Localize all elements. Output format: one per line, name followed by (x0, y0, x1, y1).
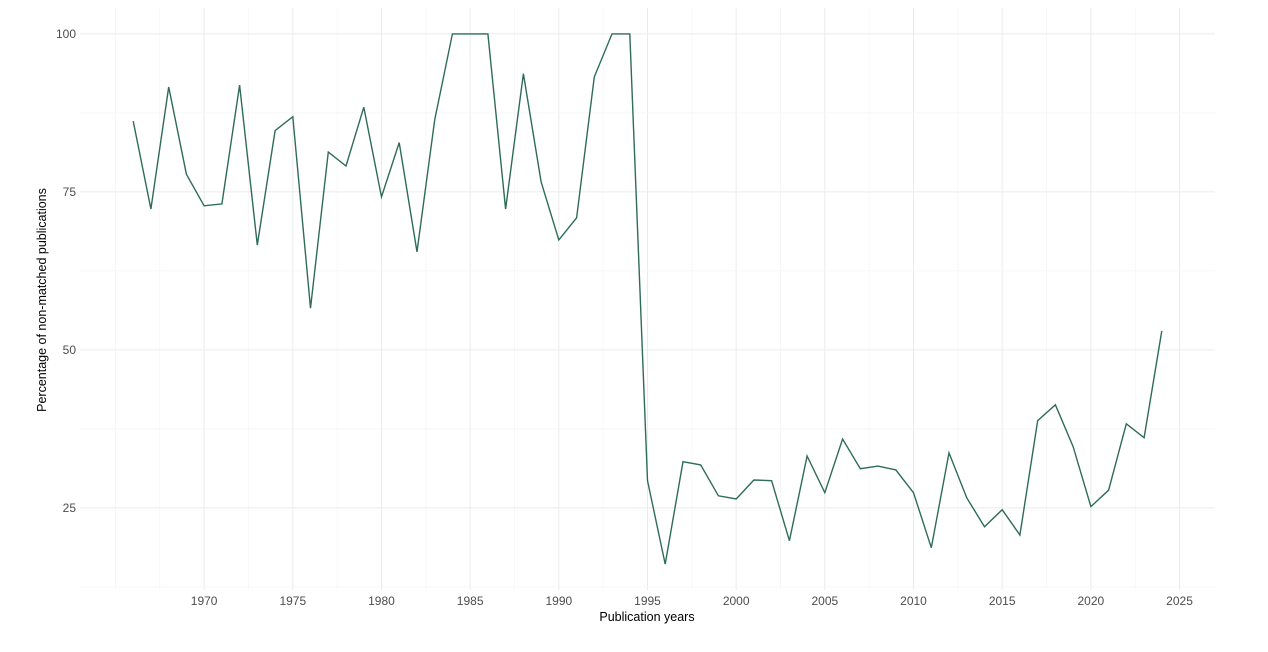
x-tick-label: 1975 (279, 594, 306, 608)
grid (80, 8, 1215, 590)
x-tick-label: 1985 (457, 594, 484, 608)
y-tick-label: 50 (63, 343, 77, 357)
x-axis-label: Publication years (599, 610, 694, 624)
x-tick-label: 2020 (1078, 594, 1105, 608)
x-tick-label: 2000 (723, 594, 750, 608)
x-tick-label: 1990 (545, 594, 572, 608)
y-axis-label: Percentage of non-matched publications (35, 188, 49, 412)
y-tick-label: 100 (56, 27, 76, 41)
x-tick-label: 2010 (900, 594, 927, 608)
x-tick-label: 1980 (368, 594, 395, 608)
x-tick-label: 1995 (634, 594, 661, 608)
x-tick-label: 1970 (191, 594, 218, 608)
y-tick-label: 75 (63, 185, 77, 199)
y-tick-label: 25 (63, 501, 77, 515)
x-tick-label: 2025 (1166, 594, 1193, 608)
x-tick-label: 2015 (989, 594, 1016, 608)
x-tick-label: 2005 (811, 594, 838, 608)
